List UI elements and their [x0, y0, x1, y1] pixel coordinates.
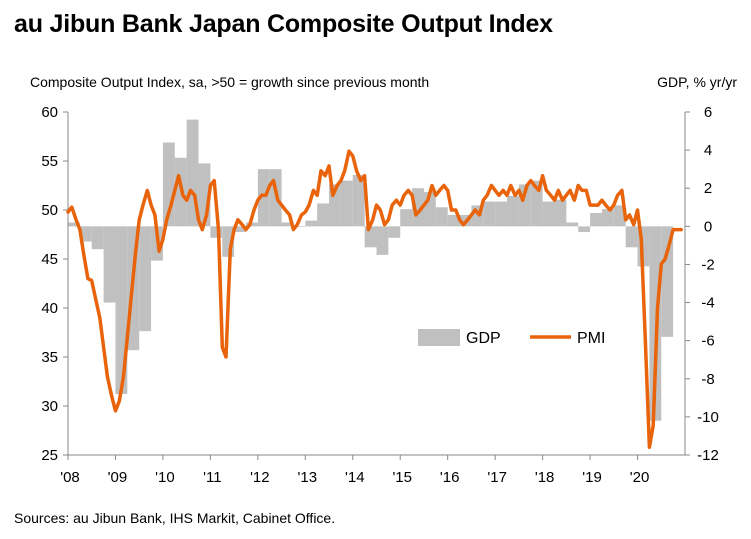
gdp-bar-2020Q1: [637, 226, 650, 267]
x-tick-label: '09: [108, 469, 128, 486]
left-tick-label: 45: [41, 251, 58, 268]
gdp-bar-2015Q2: [412, 188, 424, 227]
gdp-bar-2015Q1: [400, 209, 413, 227]
tick-labels: 25 30 35 40 45 50 55 60 -12 -10 -8 -6 -4 -2 0 2 4 6 '08 '09…: [41, 104, 719, 486]
gdp-bar-2009Q3: [139, 226, 152, 332]
left-tick-label: 60: [41, 104, 58, 121]
x-tick-label: '18: [535, 469, 555, 486]
x-tick-label: '17: [487, 469, 507, 486]
gdp-bar-2008Q4: [103, 226, 116, 303]
gdp-bar-2013Q3: [329, 184, 341, 227]
pmi-line-group: [66, 149, 683, 449]
source-note: Sources: au Jibun Bank, IHS Markit, Cabi…: [14, 510, 336, 526]
gdp-bar-2010Q4: [198, 163, 211, 227]
left-tick-label: 35: [41, 349, 58, 366]
right-tick-label: -10: [697, 409, 719, 426]
axes: [63, 111, 690, 460]
x-tick-label: '15: [392, 469, 412, 486]
gdp-bar-2013Q2: [317, 203, 330, 227]
left-tick-label: 25: [41, 447, 58, 464]
right-axis-label: GDP, % yr/yr: [657, 74, 737, 90]
gdp-bar-2017Q3: [518, 184, 531, 227]
gdp-bar-2019Q3: [613, 205, 626, 227]
x-tick-label: '10: [155, 469, 175, 486]
gdp-bar-2014Q1: [352, 174, 365, 227]
gdp-bar-2020Q3: [661, 226, 674, 337]
gdp-bar-2016Q4: [483, 201, 496, 227]
gdp-bar-2011Q1: [210, 226, 223, 238]
gdp-bar-2019Q2: [601, 209, 614, 227]
gdp-bar-2018Q3: [566, 222, 579, 227]
gdp-bar-2014Q3: [376, 226, 389, 255]
gdp-bar-2017Q2: [507, 195, 519, 227]
gdp-bar-2014Q2: [364, 226, 377, 248]
gdp-bars: [68, 119, 674, 421]
right-tick-label: -6: [701, 333, 714, 350]
gdp-bar-2014Q4: [388, 226, 401, 238]
gdp-bar-2009Q1: [115, 226, 128, 395]
gdp-bar-2018Q2: [554, 199, 567, 227]
gdp-bar-2015Q4: [435, 207, 448, 227]
gdp-bar-2019Q1: [590, 212, 602, 227]
gdp-bar-2016Q1: [447, 214, 460, 227]
right-tick-label: 2: [704, 180, 712, 197]
x-tick-label: '11: [203, 469, 221, 486]
right-tick-label: -2: [701, 256, 714, 273]
right-tick-label: 4: [704, 142, 712, 159]
legend-gdp-swatch: [418, 329, 460, 346]
right-tick-label: -4: [701, 295, 714, 312]
gdp-bar-2013Q1: [305, 220, 318, 227]
gdp-bar-2019Q4: [625, 226, 638, 248]
gdp-bar-2015Q3: [423, 192, 436, 227]
left-tick-label: 55: [41, 153, 58, 170]
gdp-bar-2008Q1: [68, 222, 80, 227]
gdp-bar-2018Q1: [542, 201, 555, 227]
right-tick-label: 6: [704, 104, 712, 121]
gdp-bar-2017Q1: [495, 201, 508, 227]
gdp-bar-2012Q4: [293, 226, 306, 227]
gdp-bar-2018Q4: [578, 226, 591, 233]
legend: GDP PMI: [418, 329, 605, 347]
right-tick-label: 0: [704, 218, 712, 235]
gdp-bar-2016Q3: [471, 205, 484, 227]
gdp-bar-2012Q3: [281, 222, 294, 227]
x-tick-label: '12: [250, 469, 270, 486]
left-tick-label: 40: [41, 300, 58, 317]
gdp-bar-2012Q1: [257, 169, 270, 227]
x-tick-label: '20: [630, 469, 650, 486]
gdp-bar-2008Q2: [79, 226, 92, 242]
gdp-bar-2010Q3: [186, 119, 199, 227]
gdp-bar-2010Q1: [162, 142, 175, 227]
left-axis-label: Composite Output Index, sa, >50 = growth…: [30, 74, 430, 90]
right-tick-label: -12: [697, 447, 719, 464]
gdp-bar-2017Q4: [530, 180, 543, 227]
chart-title: au Jibun Bank Japan Composite Output Ind…: [14, 10, 553, 38]
gdp-bar-2008Q3: [91, 226, 104, 250]
x-tick-label: '19: [582, 469, 602, 486]
gdp-bar-2011Q3: [234, 226, 246, 233]
x-tick-label: '08: [60, 469, 80, 486]
pmi-line: [66, 149, 683, 449]
gdp-bar-2011Q2: [222, 226, 235, 257]
x-tick-label: '13: [298, 469, 318, 486]
legend-pmi-label: PMI: [577, 330, 605, 347]
right-tick-label: -8: [701, 371, 714, 388]
left-tick-label: 30: [41, 398, 58, 415]
x-tick-label: '16: [440, 469, 460, 486]
left-tick-label: 50: [41, 202, 58, 219]
gdp-bar-2011Q4: [245, 222, 258, 227]
gdp-bar-2013Q4: [340, 180, 353, 227]
x-tick-label: '14: [345, 469, 365, 486]
legend-gdp-label: GDP: [466, 330, 501, 347]
